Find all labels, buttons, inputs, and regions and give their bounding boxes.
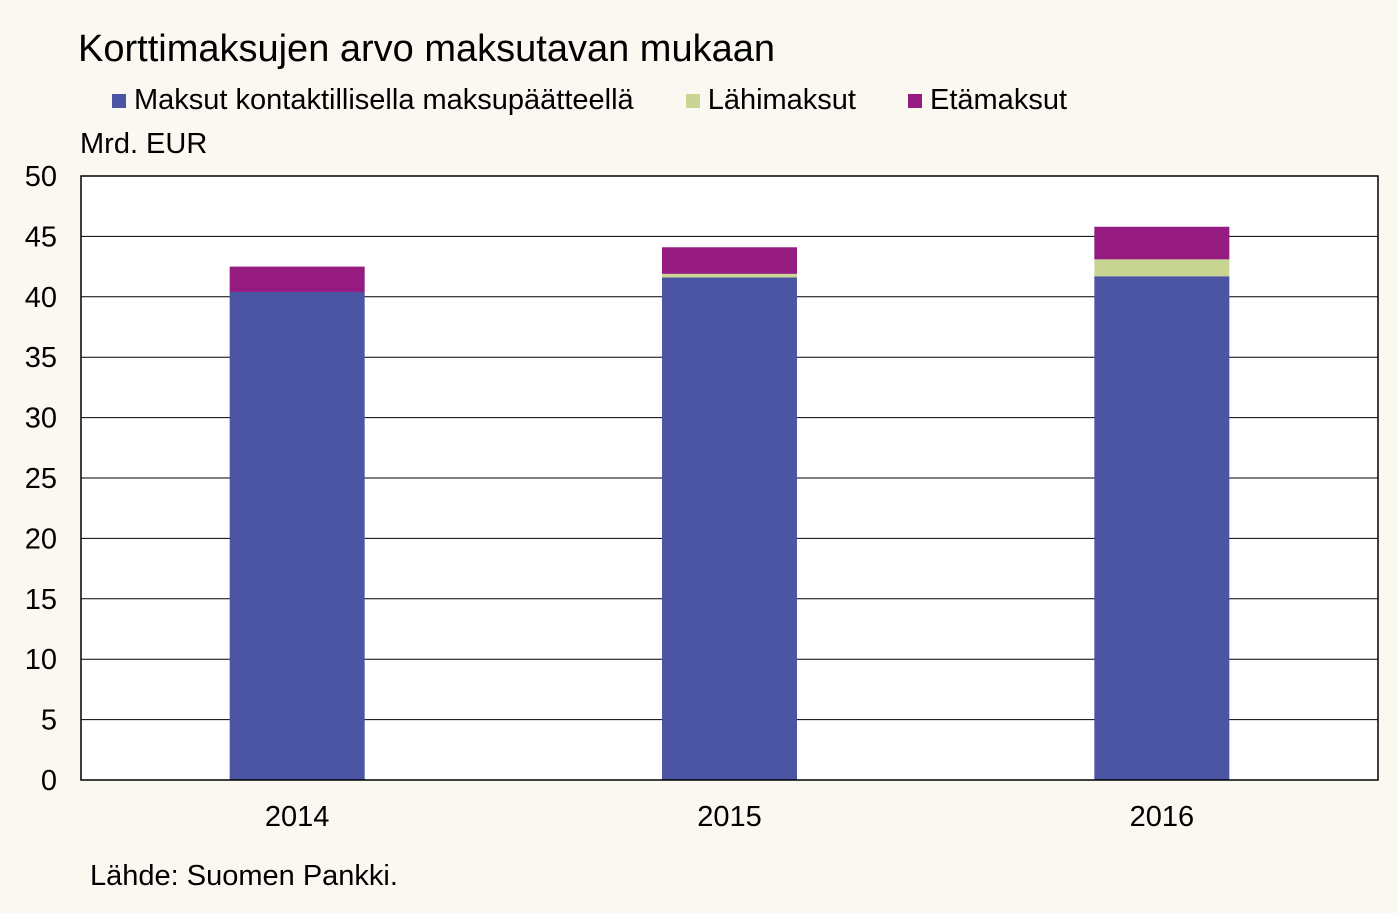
y-tick-label: 40 (25, 282, 57, 314)
y-tick-label: 30 (25, 403, 57, 435)
y-axis-unit: Mrd. EUR (80, 128, 208, 160)
bar-segment (1094, 259, 1230, 277)
plot-frame (80, 175, 1379, 781)
y-tick-label: 20 (25, 523, 57, 555)
bar-segment (1094, 276, 1230, 780)
bar-segment (1094, 226, 1230, 260)
y-tick-label: 25 (25, 463, 57, 495)
x-tick-label: 2015 (697, 801, 762, 833)
x-tick-label: 2014 (265, 801, 330, 833)
legend-item-contactless: Lähimaksut (685, 84, 856, 117)
legend: Maksut kontaktillisella maksupäätteellä … (112, 84, 1119, 117)
x-tick-label: 2016 (1130, 801, 1195, 833)
legend-swatch-contact (112, 93, 126, 108)
y-tick-label: 35 (25, 342, 57, 374)
y-tick-label: 45 (25, 221, 57, 253)
bar-segment (229, 291, 365, 780)
legend-label-contactless: Lähimaksut (707, 84, 856, 116)
source-note: Lähde: Suomen Pankki. (90, 860, 398, 892)
legend-label-contact: Maksut kontaktillisella maksupäätteellä (134, 84, 634, 116)
chart-title: Korttimaksujen arvo maksutavan mukaan (78, 28, 775, 70)
legend-label-remote: Etämaksut (930, 84, 1067, 116)
y-tick-label: 5 (41, 705, 57, 737)
y-tick-label: 50 (25, 161, 57, 193)
legend-swatch-contactless (685, 93, 700, 108)
bar-segment (662, 247, 797, 274)
bar-segment (662, 277, 797, 780)
legend-item-contact: Maksut kontaktillisella maksupäätteellä (112, 84, 634, 117)
y-tick-label: 10 (25, 644, 57, 676)
y-tick-label: 15 (25, 584, 57, 616)
bar-segment (662, 273, 797, 278)
legend-swatch-remote (908, 93, 922, 108)
y-tick-label: 0 (41, 765, 57, 797)
legend-item-remote: Etämaksut (908, 84, 1067, 117)
bar-segment (229, 266, 365, 292)
